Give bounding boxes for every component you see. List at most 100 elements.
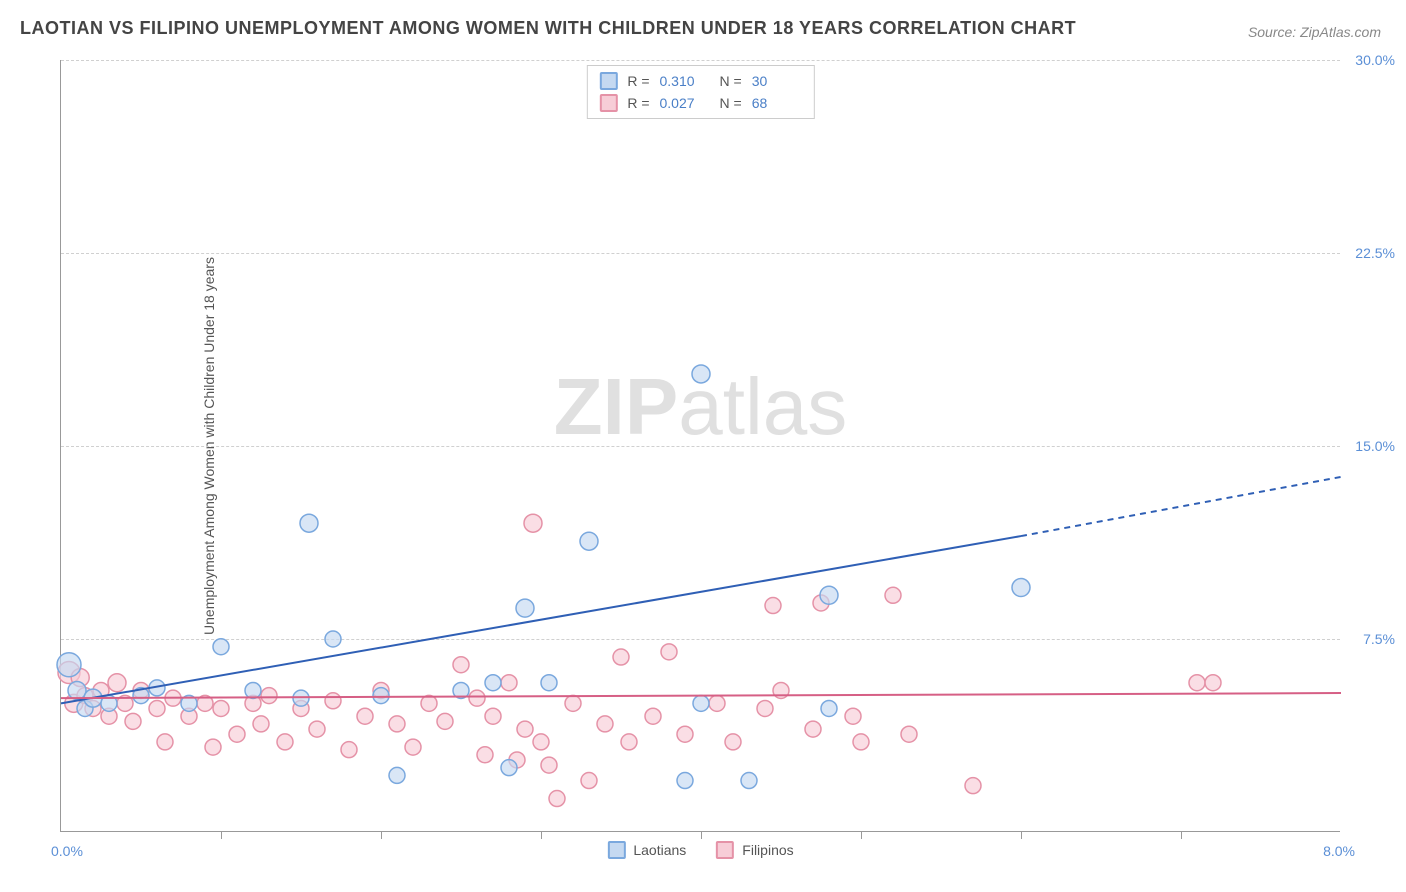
n-value-laotians: 30 [752,73,802,89]
scatter-point [757,700,773,716]
scatter-point [1189,675,1205,691]
scatter-point [485,675,501,691]
legend-swatch-laotians [607,841,625,859]
chart-svg [61,60,1340,831]
r-label: R = [627,95,649,111]
r-value-laotians: 0.310 [660,73,710,89]
scatter-point [517,721,533,737]
bottom-legend: Laotians Filipinos [607,841,793,859]
scatter-point [149,700,165,716]
scatter-point [885,587,901,603]
scatter-point [549,791,565,807]
source-attribution: Source: ZipAtlas.com [1248,24,1381,40]
scatter-point [692,365,710,383]
stats-legend-box: R = 0.310 N = 30 R = 0.027 N = 68 [586,65,814,119]
scatter-point [581,773,597,789]
x-tick [221,831,222,839]
scatter-point [469,690,485,706]
legend-label-filipinos: Filipinos [742,842,793,858]
scatter-point [693,695,709,711]
scatter-point [580,532,598,550]
scatter-point [477,747,493,763]
scatter-point [68,681,86,699]
scatter-point [389,767,405,783]
stats-row-filipinos: R = 0.027 N = 68 [599,92,801,114]
scatter-point [1205,675,1221,691]
y-tick-label: 7.5% [1363,631,1395,647]
r-value-filipinos: 0.027 [660,95,710,111]
scatter-point [821,700,837,716]
scatter-point [357,708,373,724]
legend-label-laotians: Laotians [633,842,686,858]
scatter-point [524,514,542,532]
x-origin-label: 0.0% [51,843,83,859]
scatter-point [541,757,557,773]
scatter-point [421,695,437,711]
scatter-point [57,653,81,677]
scatter-point [805,721,821,737]
y-tick-label: 30.0% [1355,52,1395,68]
plot-area: ZIPatlas R = 0.310 N = 30 R = 0.027 N = … [60,60,1340,832]
scatter-point [325,631,341,647]
legend-item-laotians: Laotians [607,841,686,859]
x-tick [381,831,382,839]
scatter-point [341,742,357,758]
scatter-point [405,739,421,755]
scatter-point [157,734,173,750]
scatter-point [1012,579,1030,597]
scatter-point [845,708,861,724]
scatter-point [245,682,261,698]
y-tick-label: 15.0% [1355,438,1395,454]
scatter-point [541,675,557,691]
scatter-point [677,726,693,742]
scatter-point [108,674,126,692]
scatter-point [373,688,389,704]
scatter-point [229,726,245,742]
swatch-filipinos [599,94,617,112]
scatter-point [533,734,549,750]
n-label: N = [720,73,742,89]
scatter-point [965,778,981,794]
x-tick [541,831,542,839]
x-tick [861,831,862,839]
chart-title: LAOTIAN VS FILIPINO UNEMPLOYMENT AMONG W… [20,18,1076,39]
stats-row-laotians: R = 0.310 N = 30 [599,70,801,92]
x-tick [1181,831,1182,839]
scatter-point [901,726,917,742]
scatter-point [300,514,318,532]
scatter-point [309,721,325,737]
scatter-point [565,695,581,711]
scatter-point [765,598,781,614]
scatter-point [205,739,221,755]
scatter-point [453,657,469,673]
legend-swatch-filipinos [716,841,734,859]
scatter-point [661,644,677,660]
scatter-point [516,599,534,617]
scatter-point [277,734,293,750]
scatter-point [213,700,229,716]
x-tick [1021,831,1022,839]
scatter-point [853,734,869,750]
scatter-point [437,713,453,729]
x-max-label: 8.0% [1323,843,1355,859]
trend-line-extrapolated [1021,477,1341,536]
scatter-point [125,713,141,729]
scatter-point [325,693,341,709]
scatter-point [501,675,517,691]
scatter-point [820,586,838,604]
n-label: N = [720,95,742,111]
scatter-point [621,734,637,750]
scatter-point [213,639,229,655]
x-tick [701,831,702,839]
r-label: R = [627,73,649,89]
scatter-point [677,773,693,789]
scatter-point [485,708,501,724]
scatter-point [709,695,725,711]
legend-item-filipinos: Filipinos [716,841,793,859]
n-value-filipinos: 68 [752,95,802,111]
scatter-point [597,716,613,732]
scatter-point [253,716,269,732]
scatter-point [645,708,661,724]
scatter-point [261,688,277,704]
scatter-point [501,760,517,776]
